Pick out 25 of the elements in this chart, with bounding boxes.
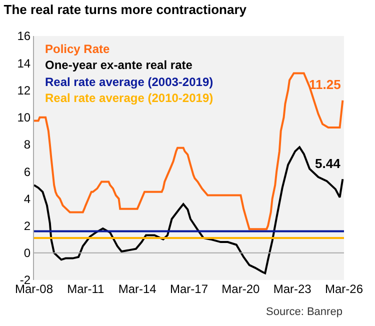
y-tick-label: 4 [24, 192, 31, 206]
x-tick-label: Mar-26 [324, 282, 364, 296]
x-tick-label: Mar-11 [67, 282, 105, 296]
y-tick-label: 2 [24, 218, 31, 233]
line-series [34, 72, 344, 230]
y-tick-label: 12 [17, 83, 31, 98]
x-tick-label: Mar-17 [170, 282, 208, 296]
x-tick-label: Mar-20 [222, 282, 260, 296]
text: One-year ex-ante real rate [45, 58, 193, 72]
y-tick-label: 10 [17, 110, 31, 125]
source-note: Source: Banrep [266, 306, 342, 318]
x-tick-label: Mar-14 [118, 282, 157, 296]
text: Policy Rate [45, 42, 110, 56]
ref-line-label: Real rate average (2003-2019) [45, 75, 214, 89]
y-tick-label: 8 [24, 138, 31, 152]
y-tick-label: 6 [24, 164, 31, 179]
line-series [34, 146, 344, 274]
ref-line-label: Real rate average (2010-2019) [45, 91, 214, 105]
y-tick-label: 16 [17, 29, 31, 44]
y-tick-label: 0 [24, 246, 31, 260]
chart-title: The real rate turns more contractionary [4, 2, 248, 17]
x-tick-label: Mar-23 [273, 282, 312, 296]
annotation: 11.25 [309, 77, 341, 92]
y-tick-label: 14 [17, 56, 31, 70]
annotation: 5.44 [315, 156, 342, 171]
